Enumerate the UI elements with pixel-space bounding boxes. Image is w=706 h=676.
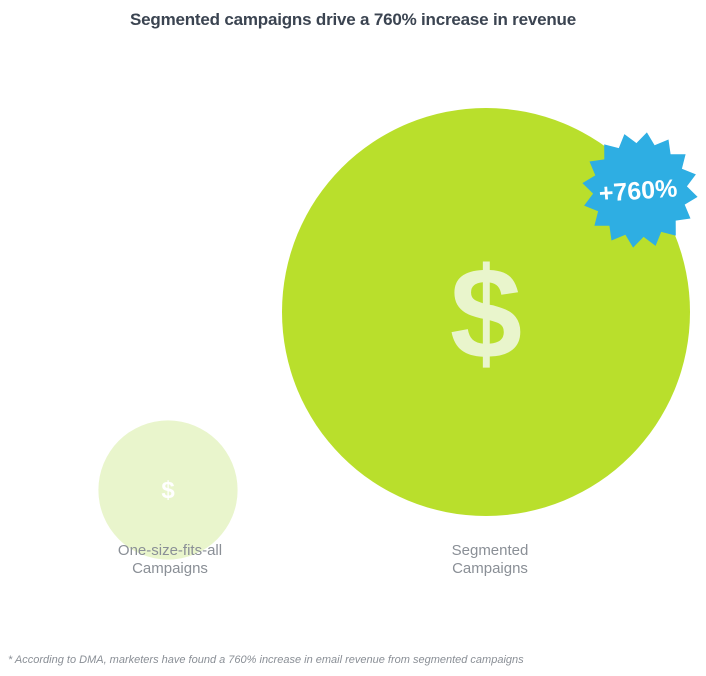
bubble-segmented [282,108,690,516]
category-label-line: One-size-fits-all [117,542,223,559]
chart-title: Segmented campaigns drive a 760% increas… [130,10,576,29]
bubble-one-size-fits-all [98,420,238,560]
footnote: * According to DMA, marketers have found… [8,654,524,666]
increase-badge: +760% [582,132,698,248]
badge-label: +760% [598,174,678,207]
category-label-segmented: Segmented Campaigns [410,542,570,578]
dollar-icon-large: $ [450,240,522,386]
category-label-line: Campaigns [132,560,208,577]
category-label-one-size-fits-all: One-size-fits-all Campaigns [90,542,250,578]
category-label-line: Campaigns [452,560,528,577]
starburst-badge-icon [582,132,698,248]
category-label-line: Segmented [451,542,529,559]
dollar-icon-small: $ [161,477,175,504]
